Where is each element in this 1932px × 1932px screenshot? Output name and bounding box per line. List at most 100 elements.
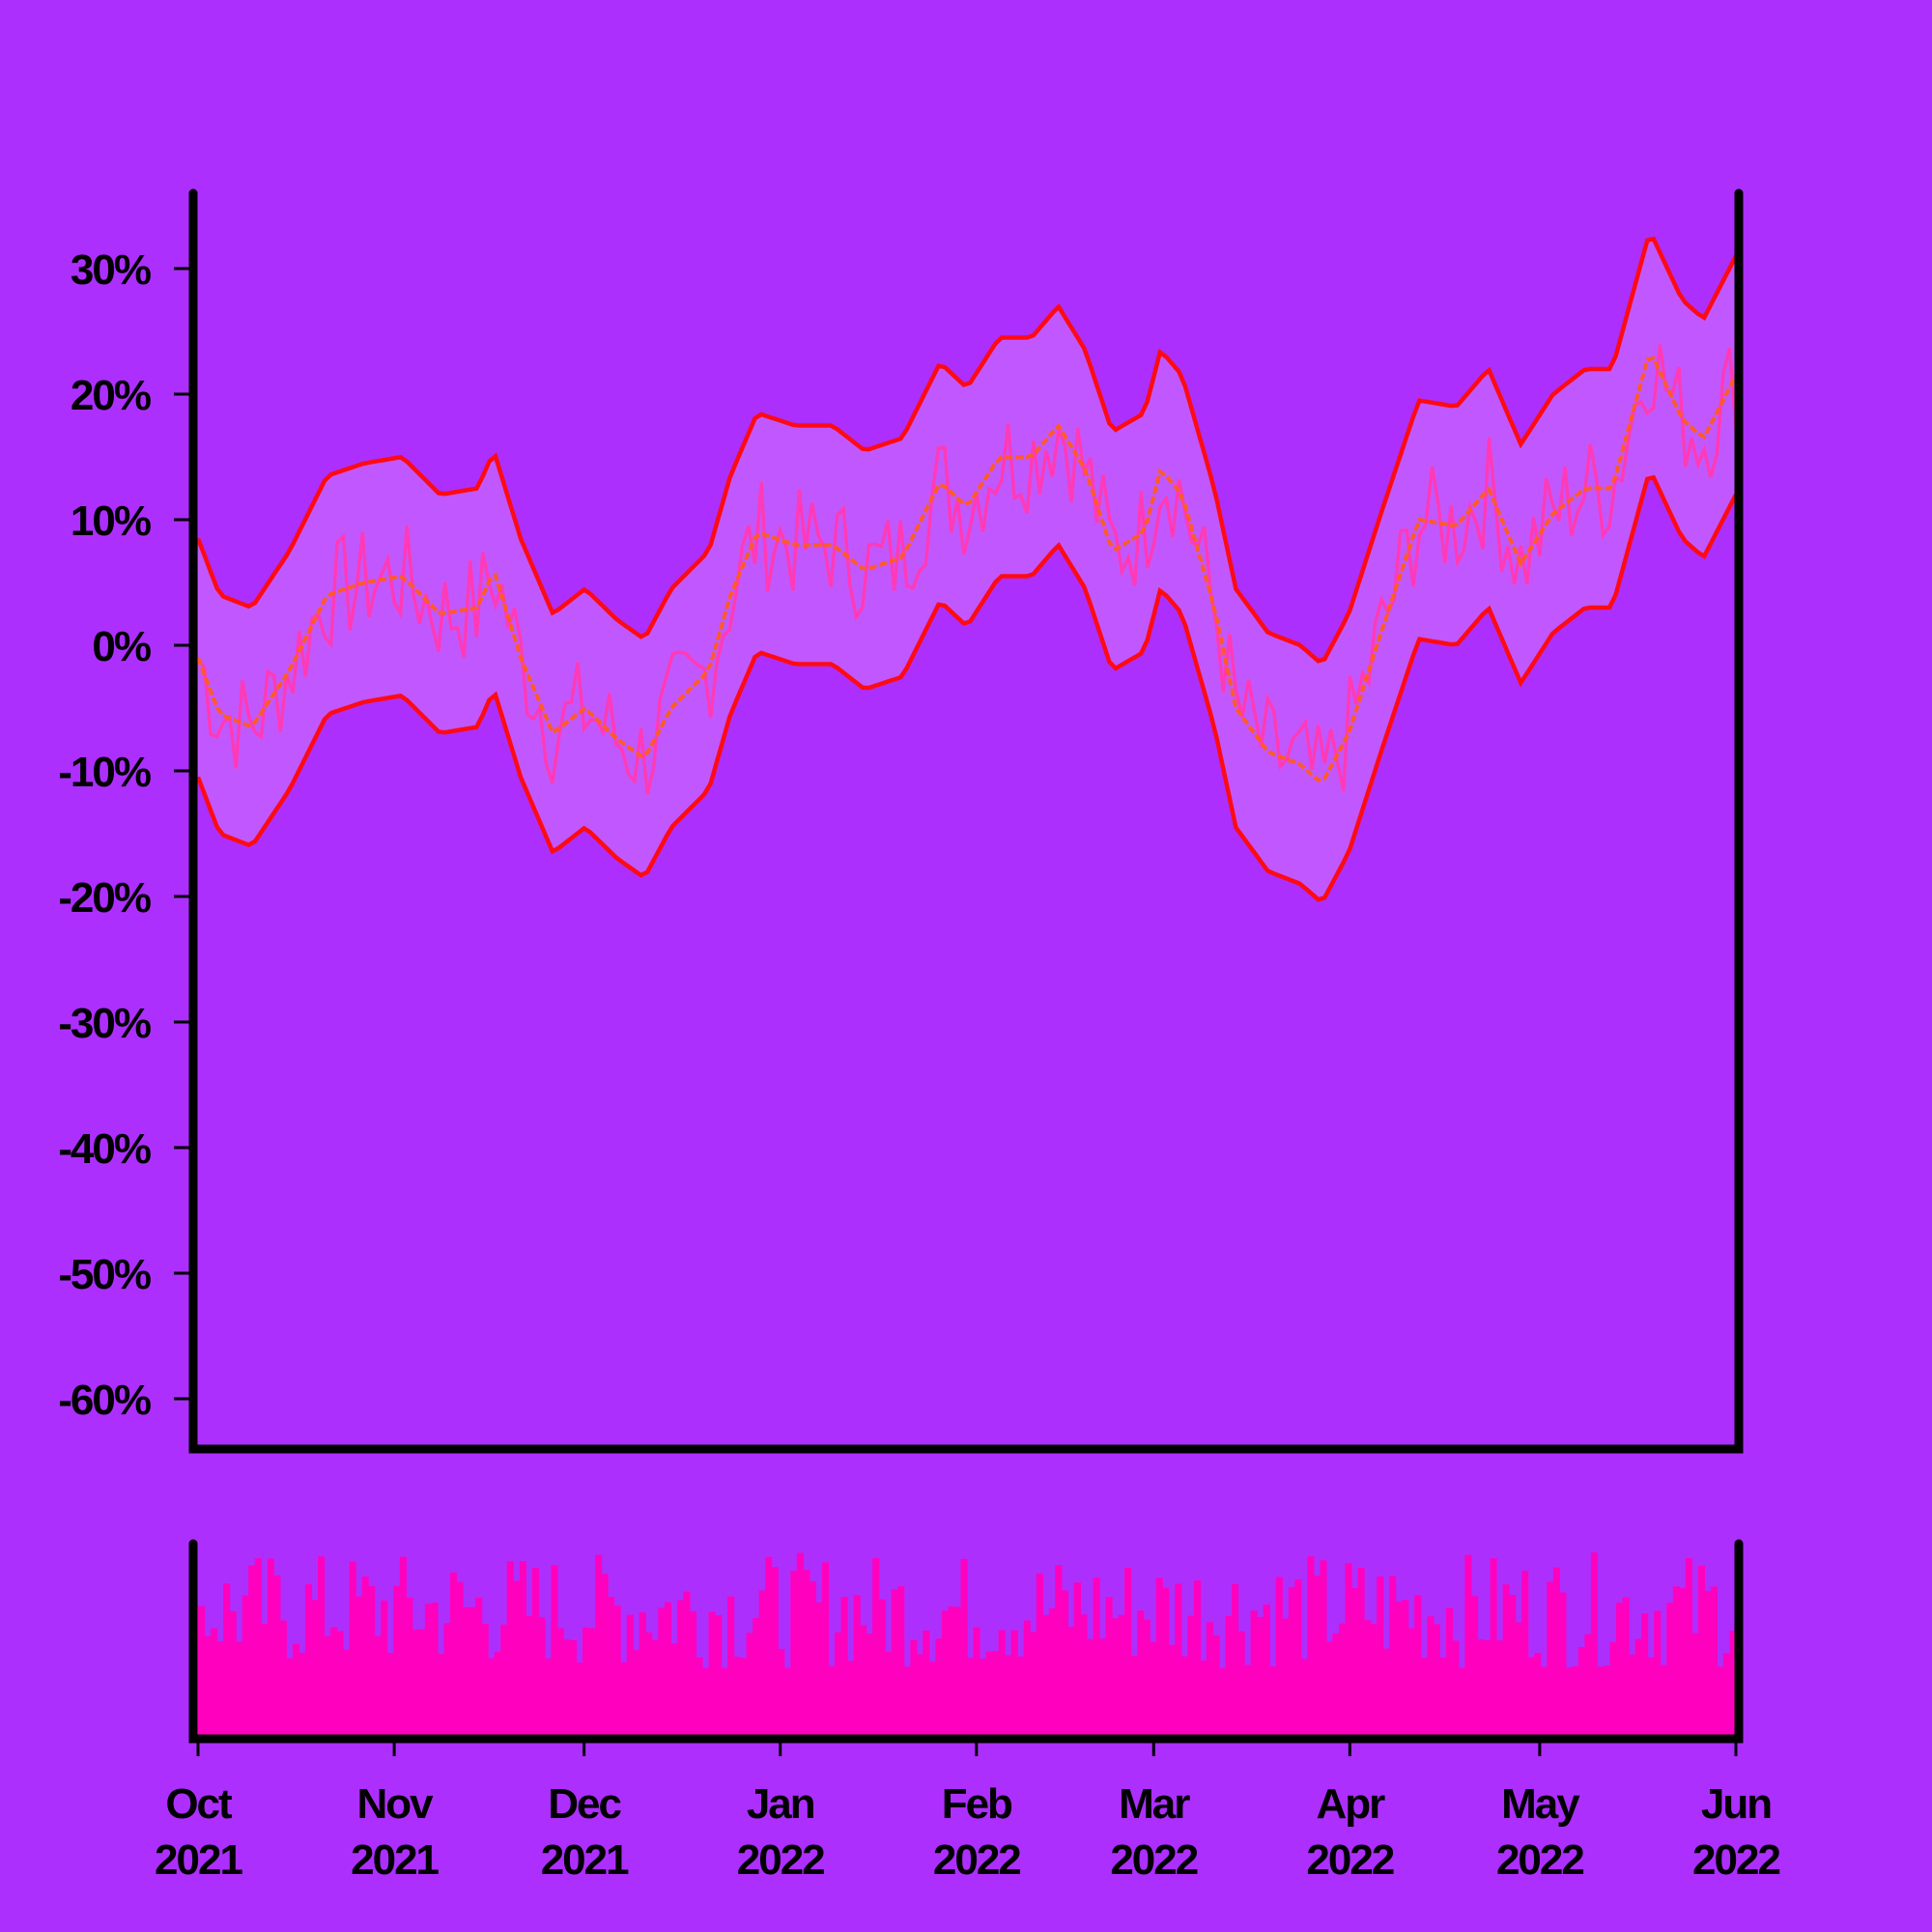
volume-bar bbox=[1187, 1615, 1195, 1736]
volume-bar bbox=[1010, 1630, 1018, 1736]
x-tick-label: Mar bbox=[1119, 1780, 1190, 1828]
volume-bar bbox=[298, 1652, 306, 1736]
volume-bar bbox=[1445, 1607, 1454, 1736]
volume-bar bbox=[1067, 1627, 1075, 1736]
volume-bar bbox=[1307, 1556, 1315, 1736]
volume-bar bbox=[1433, 1624, 1440, 1736]
volume-bar bbox=[639, 1612, 646, 1736]
volume-bar bbox=[1590, 1552, 1599, 1736]
volume-bar bbox=[1389, 1576, 1397, 1736]
x-axis-ticks: Oct 2021 Nov 2021 Dec 2021 Jan 2022 Feb 2022 Mar 20… bbox=[155, 1739, 1781, 1884]
volume-bar bbox=[1118, 1614, 1125, 1736]
volume-bar bbox=[1275, 1577, 1283, 1736]
volume-bar bbox=[1597, 1666, 1605, 1736]
volume-bar bbox=[531, 1568, 539, 1736]
volume-bar bbox=[1137, 1610, 1145, 1736]
volume-bar bbox=[1723, 1653, 1731, 1736]
y-tick-label: 20% bbox=[71, 372, 151, 419]
volume-bar bbox=[1672, 1586, 1680, 1736]
y-tick-label: 30% bbox=[71, 246, 151, 294]
volume-bar bbox=[1048, 1608, 1056, 1736]
volume-bar bbox=[733, 1657, 741, 1736]
volume-bar bbox=[374, 1635, 382, 1736]
volume-bar bbox=[229, 1610, 237, 1736]
volume-bar bbox=[620, 1662, 628, 1736]
volume-bar bbox=[412, 1630, 419, 1736]
middle-band-line bbox=[196, 355, 1738, 782]
volume-bar bbox=[967, 1658, 975, 1736]
volume-bar bbox=[1180, 1656, 1188, 1736]
x-tick-label: Jun bbox=[1701, 1780, 1771, 1828]
volume-bar bbox=[1357, 1567, 1365, 1736]
volume-bar bbox=[1320, 1560, 1327, 1736]
volume-bar bbox=[1244, 1664, 1252, 1736]
y-tick-label: -30% bbox=[58, 1000, 151, 1047]
volume-bar bbox=[758, 1590, 766, 1736]
y-tick-label: -20% bbox=[58, 874, 151, 922]
volume-bar bbox=[702, 1668, 710, 1736]
volume-bar bbox=[223, 1583, 231, 1736]
volume-bar bbox=[998, 1630, 1006, 1736]
volume-bar bbox=[765, 1556, 773, 1736]
volume-bar bbox=[790, 1571, 798, 1736]
volume-bar bbox=[1484, 1640, 1492, 1736]
volume-bar bbox=[828, 1665, 836, 1736]
volume-bar bbox=[1660, 1664, 1667, 1736]
volume-panel: Oct 2021 Nov 2021 Dec 2021 Jan 2022 Feb 2022 Mar 20… bbox=[155, 1539, 1781, 1884]
y-tick-label: 0% bbox=[92, 623, 150, 670]
x-tick-label: 2022 bbox=[1110, 1836, 1197, 1884]
volume-bar bbox=[582, 1627, 590, 1736]
volume-bar bbox=[689, 1611, 697, 1736]
volume-bar bbox=[633, 1650, 640, 1736]
volume-bar bbox=[658, 1607, 666, 1736]
volume-bar bbox=[273, 1575, 281, 1736]
volume-bar bbox=[1313, 1576, 1321, 1736]
y-tick-label: 10% bbox=[71, 497, 151, 545]
volume-bar bbox=[1420, 1658, 1428, 1736]
volume-bar bbox=[1377, 1577, 1384, 1736]
volume-bar bbox=[1654, 1610, 1662, 1736]
volume-bar bbox=[1629, 1654, 1636, 1736]
volume-bar bbox=[1534, 1653, 1542, 1736]
volume-bars bbox=[198, 1552, 1737, 1736]
volume-bar bbox=[1237, 1631, 1245, 1736]
volume-bar bbox=[242, 1595, 249, 1736]
volume-bar bbox=[1490, 1558, 1497, 1736]
x-tick-label: Oct bbox=[165, 1780, 233, 1828]
volume-bar bbox=[676, 1600, 685, 1736]
volume-bar bbox=[1093, 1577, 1100, 1736]
volume-bar bbox=[424, 1604, 433, 1736]
volume-bar bbox=[355, 1596, 363, 1736]
volume-bar bbox=[1325, 1641, 1334, 1736]
volume-bar bbox=[318, 1556, 326, 1736]
main-panel: 30% 20% 10% 0% -10% -20% -30% -40% -50% -60% bbox=[58, 188, 1744, 1454]
volume-bar bbox=[494, 1652, 501, 1736]
y-tick-label: -40% bbox=[58, 1125, 151, 1173]
volume-bar bbox=[1080, 1614, 1088, 1736]
volume-bar bbox=[216, 1641, 224, 1736]
volume-bar bbox=[1155, 1577, 1163, 1736]
upper-band-line bbox=[195, 236, 1738, 664]
volume-bar bbox=[570, 1639, 578, 1736]
volume-bar bbox=[261, 1624, 269, 1736]
volume-bar bbox=[778, 1648, 785, 1736]
volume-bar bbox=[651, 1639, 659, 1736]
y-tick-label: -50% bbox=[58, 1251, 151, 1298]
volume-bar bbox=[1023, 1620, 1031, 1736]
volume-bar bbox=[948, 1606, 955, 1736]
volume-bar bbox=[349, 1561, 356, 1736]
volume-bar bbox=[923, 1630, 930, 1736]
volume-bar bbox=[1729, 1631, 1737, 1736]
volume-bar bbox=[1691, 1633, 1699, 1736]
volume-bar bbox=[324, 1635, 331, 1736]
volume-bar bbox=[437, 1654, 445, 1736]
volume-bar bbox=[1427, 1616, 1435, 1736]
volume-bar bbox=[551, 1565, 558, 1736]
volume-bar bbox=[872, 1558, 880, 1736]
volume-bar bbox=[544, 1658, 553, 1736]
volume-bar bbox=[1547, 1581, 1554, 1736]
volume-bar bbox=[475, 1597, 483, 1736]
volume-bar bbox=[847, 1661, 855, 1736]
volume-bar bbox=[1527, 1657, 1535, 1736]
volume-bar bbox=[1395, 1602, 1403, 1736]
